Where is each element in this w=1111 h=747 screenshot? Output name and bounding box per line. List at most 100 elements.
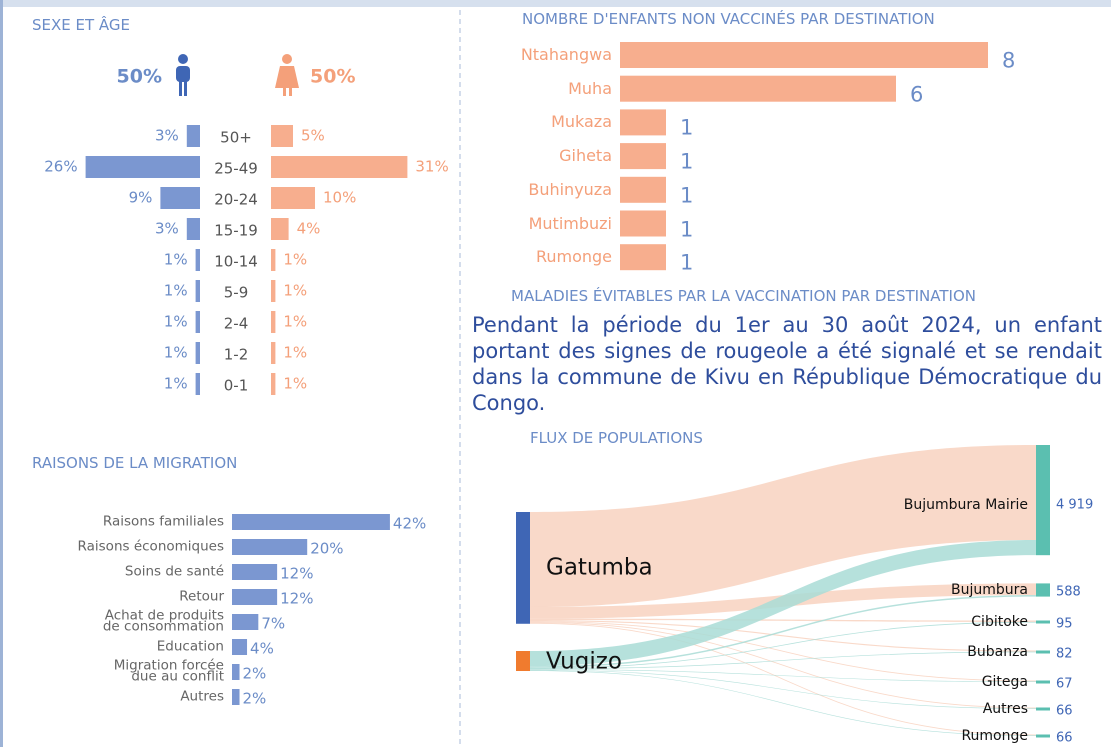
bar xyxy=(271,373,276,395)
flow-link xyxy=(530,445,1036,607)
value-label: 4% xyxy=(296,219,321,238)
bar xyxy=(195,373,200,395)
bar xyxy=(271,156,408,178)
category-label: Migration forcée due au conflit xyxy=(113,657,224,685)
bar xyxy=(232,589,278,605)
flow-link xyxy=(530,622,1036,736)
value-label: 3% xyxy=(155,219,179,238)
category-label: Education xyxy=(156,638,224,655)
bar xyxy=(271,280,276,302)
value-label: 7% xyxy=(261,614,286,633)
bar xyxy=(271,342,276,364)
value-label: 1% xyxy=(283,281,308,300)
flow-link xyxy=(530,669,1036,709)
node-value-label: 95 xyxy=(1056,616,1073,632)
section-text: Pendant la période du 1er au 30 août 202… xyxy=(472,313,1102,415)
bar xyxy=(160,187,200,209)
node xyxy=(1036,707,1050,711)
age-label: 0-1 xyxy=(223,376,249,395)
female-icon xyxy=(275,54,299,96)
chart-title: RAISONS DE LA MIGRATION xyxy=(32,454,238,472)
node-value-label: 588 xyxy=(1056,584,1081,600)
category-label: Rumonge xyxy=(535,247,612,267)
node xyxy=(1036,680,1050,684)
bar xyxy=(620,176,666,203)
value-label: 1% xyxy=(283,374,308,393)
bar xyxy=(195,280,200,302)
value-label: 20% xyxy=(310,539,344,558)
value-label: 1 xyxy=(680,115,694,140)
chart-title: NOMBRE D'ENFANTS NON VACCINÉS PAR DESTIN… xyxy=(522,10,935,28)
category-label: Mutimbuzi xyxy=(528,213,612,233)
bar xyxy=(232,664,240,680)
node xyxy=(1036,734,1050,738)
category-label: Retour xyxy=(179,588,224,605)
bar xyxy=(232,639,248,655)
bar xyxy=(620,210,666,237)
value-label: 4% xyxy=(250,639,274,658)
flow-link xyxy=(530,621,1036,682)
value-label: 1% xyxy=(163,374,188,393)
bar xyxy=(186,218,200,240)
category-label: Mukaza xyxy=(551,112,612,132)
node-label: Gitega xyxy=(981,674,1028,690)
node xyxy=(516,651,530,672)
bar xyxy=(232,514,390,530)
bar xyxy=(271,311,276,333)
node-label: Bujumbura xyxy=(951,582,1028,598)
value-label: 12% xyxy=(280,589,314,608)
node-label: Autres xyxy=(982,701,1028,717)
value-label: 6 xyxy=(910,82,924,107)
node-label: Cibitoke xyxy=(971,614,1028,630)
value-label: 1 xyxy=(680,149,694,174)
bar xyxy=(232,689,240,705)
flow-link xyxy=(530,595,1036,668)
node-label: Vugizo xyxy=(546,648,622,675)
category-label: Giheta xyxy=(559,146,612,166)
bar xyxy=(271,187,315,209)
bar xyxy=(620,42,988,68)
node-value-label: 66 xyxy=(1056,730,1073,746)
value-label: 2% xyxy=(242,689,267,708)
bar xyxy=(85,156,200,178)
value-label: 42% xyxy=(392,514,427,533)
value-label: 1 xyxy=(680,183,694,208)
bar xyxy=(232,614,259,630)
bar xyxy=(195,249,200,271)
category-label: Raisons familiales xyxy=(102,513,224,530)
category-label: Muha xyxy=(568,78,612,98)
node-value-label: 4 919 xyxy=(1056,497,1094,513)
node-value-label: 82 xyxy=(1056,646,1073,662)
bar xyxy=(232,564,278,580)
flow-link xyxy=(530,669,1036,683)
bar xyxy=(195,311,200,333)
chart-title: SEXE ET ÂGE xyxy=(32,16,131,34)
node-label: Gatumba xyxy=(546,554,653,581)
node-value-label: 67 xyxy=(1056,676,1073,692)
bar xyxy=(620,109,666,136)
male-icon xyxy=(176,54,190,96)
bar xyxy=(620,75,896,102)
category-label: Autres xyxy=(180,688,224,705)
category-label: Buhinyuza xyxy=(528,180,612,199)
category-label: Soins de santé xyxy=(124,563,224,580)
bar xyxy=(271,249,276,271)
node-label: Bujumbura Mairie xyxy=(903,497,1028,513)
flow-link xyxy=(530,618,1036,622)
node-label: Bubanza xyxy=(967,644,1028,660)
value-label: 10% xyxy=(323,188,357,207)
age-label: 15-19 xyxy=(214,221,258,240)
flow-link xyxy=(530,651,1036,670)
node xyxy=(516,512,530,624)
age-label: 10-14 xyxy=(214,252,258,271)
value-label: 5% xyxy=(301,126,325,145)
category-label: Achat de produits de consommation xyxy=(102,607,224,635)
category-label: Ntahangwa xyxy=(520,45,612,65)
value-label: 1% xyxy=(283,312,308,331)
flow-link xyxy=(530,621,1036,669)
flow-link xyxy=(530,670,1036,736)
top-band xyxy=(0,0,1111,7)
value-label: 3% xyxy=(155,126,179,145)
